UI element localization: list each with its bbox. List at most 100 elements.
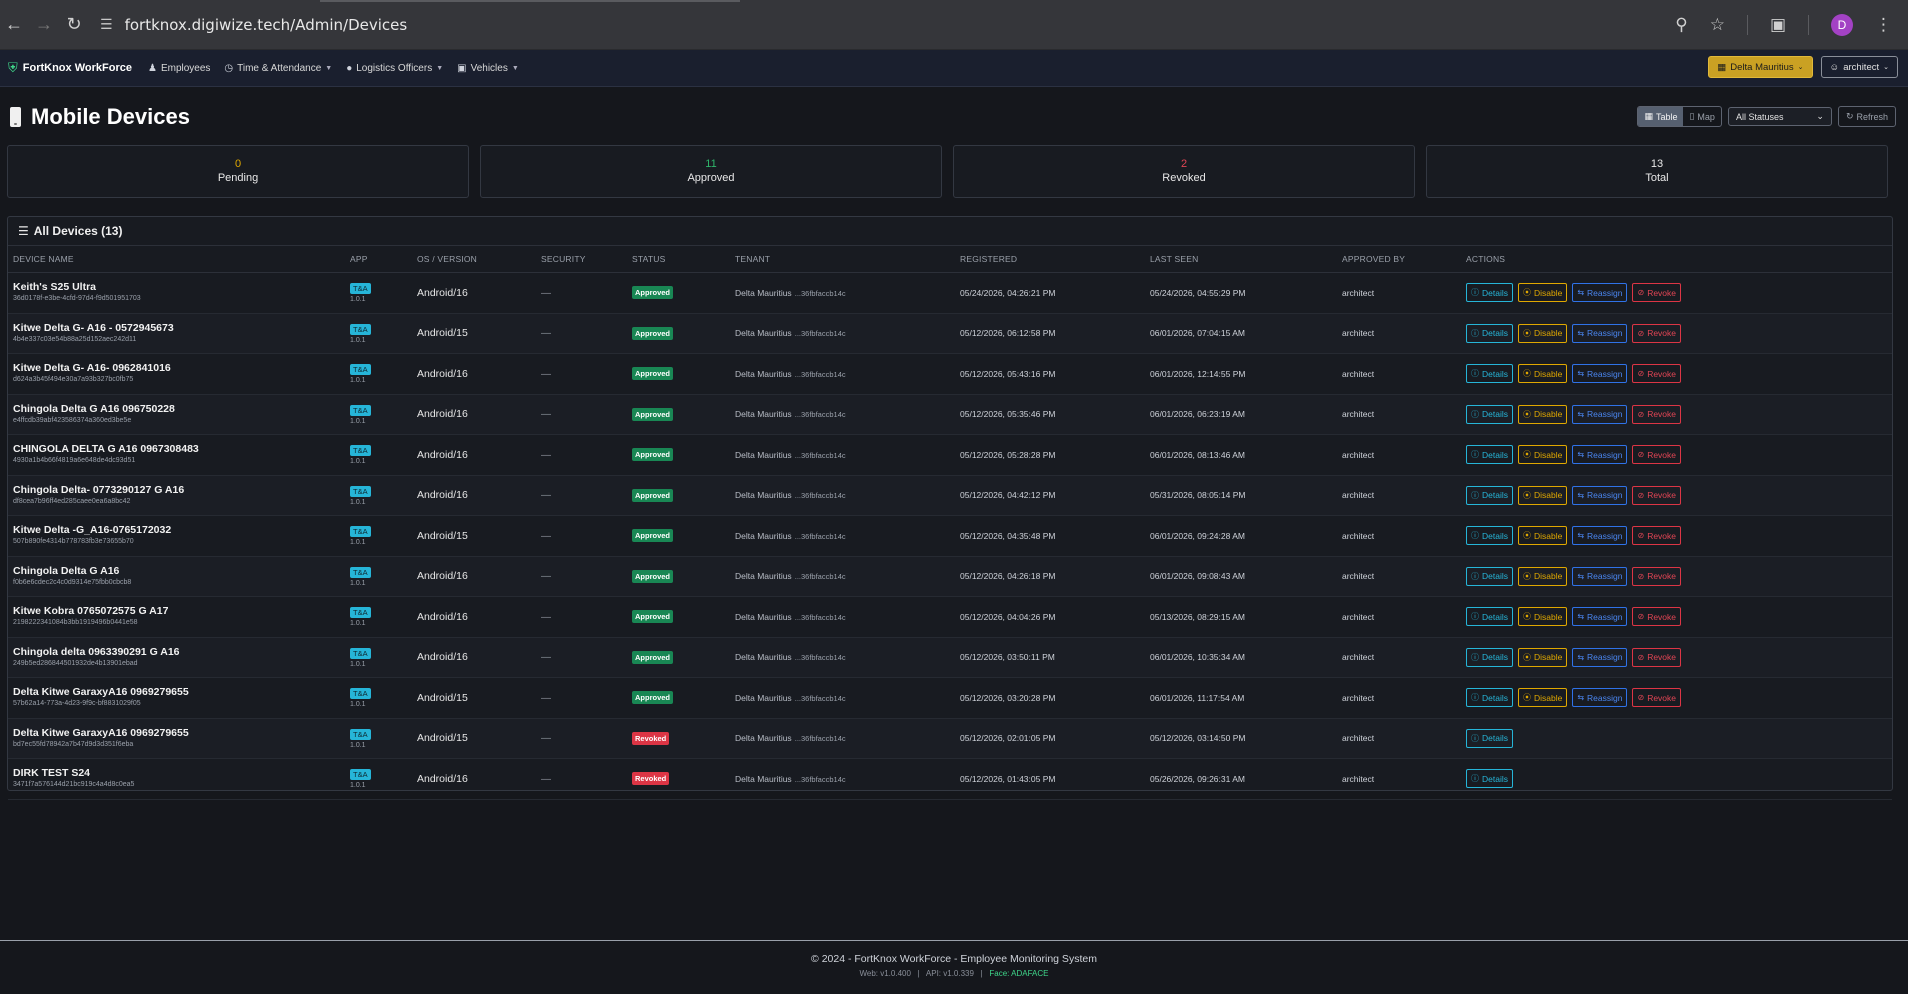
cell-tenant: Delta Mauritius ...36fbfaccb14c bbox=[730, 353, 955, 395]
disable-button[interactable]: ⦿ Disable bbox=[1517, 445, 1568, 465]
tenant-id: ...36fbfaccb14c bbox=[794, 369, 846, 379]
tenant-name: Delta Mauritius bbox=[735, 449, 792, 460]
column-header: APPROVED BY bbox=[1337, 246, 1461, 273]
nav-time-attendance[interactable]: ◷ Time & Attendance ▼ bbox=[224, 63, 332, 74]
nav-employees[interactable]: ♟ Employees bbox=[148, 63, 210, 74]
revoke-button[interactable]: ⊘ Revoke bbox=[1632, 283, 1682, 303]
reassign-button[interactable]: ⇆ Reassign bbox=[1572, 323, 1628, 343]
app-version: 1.0.1 bbox=[350, 377, 366, 385]
back-icon[interactable]: ← bbox=[5, 14, 23, 34]
row-actions: ⓘ Details ⦿ Disable ⇆ Reassign ⊘ Revoke bbox=[1466, 323, 1892, 343]
details-button[interactable]: ⓘ Details bbox=[1466, 769, 1513, 789]
device-name: Delta Kitwe GaraxyA16 0969279655 bbox=[13, 686, 189, 699]
details-button[interactable]: ⓘ Details bbox=[1466, 526, 1513, 546]
revoke-button[interactable]: ⊘ Revoke bbox=[1632, 323, 1682, 343]
details-icon: ⓘ bbox=[1471, 328, 1479, 338]
disable-button[interactable]: ⦿ Disable bbox=[1517, 647, 1568, 667]
view-map-button[interactable]: ▯ Map bbox=[1683, 107, 1720, 126]
details-button[interactable]: ⓘ Details bbox=[1466, 445, 1513, 465]
details-button[interactable]: ⓘ Details bbox=[1466, 364, 1513, 384]
device-id: 36d0178f-e3be-4cfd-97d4-f9d501951703 bbox=[13, 295, 141, 303]
revoke-button[interactable]: ⊘ Revoke bbox=[1632, 404, 1682, 424]
site-settings-icon[interactable]: ☰ bbox=[100, 16, 113, 32]
details-button[interactable]: ⓘ Details bbox=[1466, 728, 1513, 748]
revoke-button[interactable]: ⊘ Revoke bbox=[1632, 526, 1682, 546]
approved-by: architect bbox=[1342, 692, 1375, 703]
revoke-button[interactable]: ⊘ Revoke bbox=[1632, 647, 1682, 667]
details-button[interactable]: ⓘ Details bbox=[1466, 404, 1513, 424]
disable-button[interactable]: ⦿ Disable bbox=[1517, 566, 1568, 586]
revoke-icon: ⊘ bbox=[1637, 328, 1645, 338]
reassign-button[interactable]: ⇆ Reassign bbox=[1572, 364, 1628, 384]
reassign-button[interactable]: ⇆ Reassign bbox=[1572, 445, 1628, 465]
reassign-label: Reassign bbox=[1587, 449, 1623, 460]
device-id: bd7ec55fd78942a7b47d9d3d351f6eba bbox=[13, 740, 134, 748]
disable-button[interactable]: ⦿ Disable bbox=[1517, 323, 1568, 343]
user-menu-button[interactable]: ☺ architect ⌄ bbox=[1820, 56, 1898, 78]
status-badge: Approved bbox=[632, 610, 674, 624]
device-id: 3471f7a576144d21bc919c4a4d8c0ea5 bbox=[13, 781, 135, 789]
device-id: 249b5ed286844501932de4b13901ebad bbox=[13, 659, 138, 667]
reassign-button[interactable]: ⇆ Reassign bbox=[1572, 404, 1628, 424]
details-button[interactable]: ⓘ Details bbox=[1466, 688, 1513, 708]
cell-actions: ⓘ Details ⦿ Disable ⇆ Reassign ⊘ Revoke bbox=[1461, 394, 1892, 435]
approved-by: architect bbox=[1342, 287, 1375, 298]
revoke-button[interactable]: ⊘ Revoke bbox=[1632, 485, 1682, 505]
tenant-switcher-button[interactable]: ▦ Delta Mauritius ⌄ bbox=[1708, 56, 1813, 78]
reassign-button[interactable]: ⇆ Reassign bbox=[1572, 566, 1628, 586]
brand[interactable]: ⛨ FortKnox WorkForce bbox=[8, 60, 132, 76]
profile-avatar[interactable]: D bbox=[1831, 13, 1853, 36]
reassign-button[interactable]: ⇆ Reassign bbox=[1572, 688, 1628, 708]
details-button[interactable]: ⓘ Details bbox=[1466, 647, 1513, 667]
revoke-button[interactable]: ⊘ Revoke bbox=[1632, 445, 1682, 465]
cell-actions: ⓘ Details ⦿ Disable ⇆ Reassign ⊘ Revoke bbox=[1461, 515, 1892, 557]
table-row: Keith's S25 Ultra 36d0178f-e3be-4cfd-97d4… bbox=[8, 272, 1892, 314]
nav-logistics-officers[interactable]: ● Logistics Officers ▼ bbox=[346, 63, 443, 74]
row-actions: ⓘ Details bbox=[1466, 728, 1892, 748]
details-button[interactable]: ⓘ Details bbox=[1466, 607, 1513, 627]
disable-button[interactable]: ⦿ Disable bbox=[1517, 607, 1568, 627]
reassign-button[interactable]: ⇆ Reassign bbox=[1572, 485, 1628, 505]
details-button[interactable]: ⓘ Details bbox=[1466, 566, 1513, 586]
cell-app: T&A 1.0.1 bbox=[345, 677, 412, 719]
app-badge: T&A bbox=[350, 485, 371, 497]
disable-button[interactable]: ⦿ Disable bbox=[1517, 485, 1568, 505]
view-table-button[interactable]: ▦ Table bbox=[1638, 107, 1684, 126]
revoke-button[interactable]: ⊘ Revoke bbox=[1632, 607, 1682, 627]
nav-vehicles[interactable]: ▣ Vehicles ▼ bbox=[457, 63, 519, 74]
cell-approved-by: architect bbox=[1337, 758, 1461, 800]
extensions-icon[interactable]: ▣ bbox=[1769, 14, 1786, 34]
details-button[interactable]: ⓘ Details bbox=[1466, 283, 1513, 303]
reload-icon[interactable]: ↻ bbox=[66, 14, 82, 34]
revoke-button[interactable]: ⊘ Revoke bbox=[1632, 688, 1682, 708]
reassign-button[interactable]: ⇆ Reassign bbox=[1572, 647, 1628, 667]
cell-app: T&A 1.0.1 bbox=[345, 596, 412, 638]
refresh-button[interactable]: ↻ Refresh bbox=[1837, 106, 1896, 127]
zoom-icon[interactable]: ⚲ bbox=[1675, 14, 1688, 34]
disable-button[interactable]: ⦿ Disable bbox=[1517, 364, 1568, 384]
details-button[interactable]: ⓘ Details bbox=[1466, 485, 1513, 505]
disable-button[interactable]: ⦿ Disable bbox=[1517, 688, 1568, 708]
reassign-button[interactable]: ⇆ Reassign bbox=[1572, 283, 1628, 303]
cell-tenant: Delta Mauritius ...36fbfaccb14c bbox=[730, 394, 955, 435]
status-filter-select[interactable]: All Statuses ⌄ bbox=[1727, 107, 1832, 126]
url-text[interactable]: fortknox.digiwize.tech/Admin/Devices bbox=[124, 15, 408, 34]
disable-button[interactable]: ⦿ Disable bbox=[1517, 526, 1568, 546]
disable-icon: ⦿ bbox=[1522, 490, 1531, 500]
address-bar[interactable]: ☰ fortknox.digiwize.tech/Admin/Devices bbox=[100, 8, 407, 42]
revoke-icon: ⊘ bbox=[1637, 571, 1645, 581]
forward-icon[interactable]: → bbox=[35, 14, 53, 34]
details-button[interactable]: ⓘ Details bbox=[1466, 323, 1513, 343]
cell-tenant: Delta Mauritius ...36fbfaccb14c bbox=[730, 758, 955, 800]
browser-menu-icon[interactable]: ⋮ bbox=[1875, 14, 1892, 34]
revoke-button[interactable]: ⊘ Revoke bbox=[1632, 364, 1682, 384]
disable-button[interactable]: ⦿ Disable bbox=[1517, 283, 1568, 303]
reassign-button[interactable]: ⇆ Reassign bbox=[1572, 607, 1628, 627]
reassign-button[interactable]: ⇆ Reassign bbox=[1572, 526, 1628, 546]
cell-os: Android/16 bbox=[412, 637, 536, 678]
disable-button[interactable]: ⦿ Disable bbox=[1517, 404, 1568, 424]
bookmark-star-icon[interactable]: ☆ bbox=[1709, 14, 1725, 34]
app-badge: T&A bbox=[350, 728, 371, 740]
registered-time: 05/24/2026, 04:26:21 PM bbox=[960, 287, 1056, 298]
revoke-button[interactable]: ⊘ Revoke bbox=[1632, 566, 1682, 586]
